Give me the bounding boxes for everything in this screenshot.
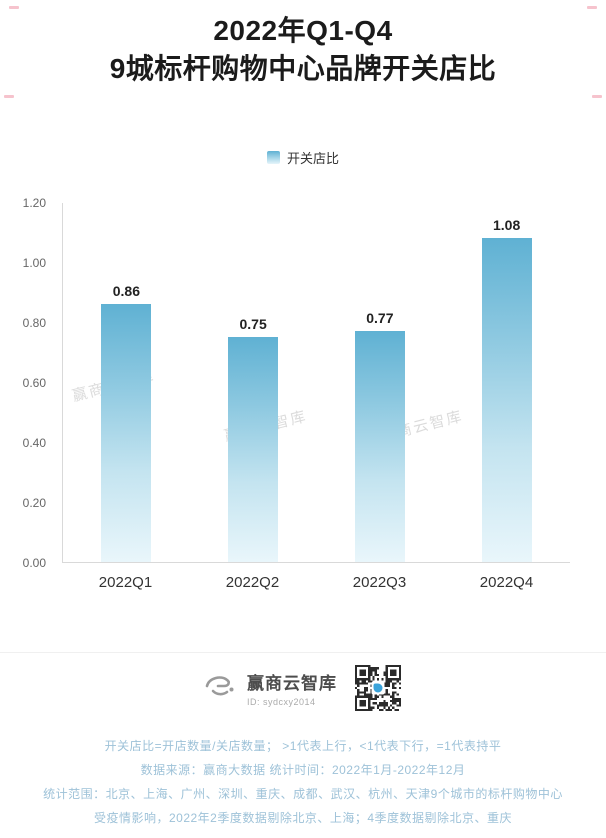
bars-row: 0.86 0.75 0.77 1.08 (63, 203, 570, 562)
brand-name: 赢商云智库 (247, 674, 337, 693)
footnotes: 开关店比=开店数量/关店数量； >1代表上行，<1代表下行，=1代表持平 数据来源… (0, 734, 606, 830)
footnote-line: 受疫情影响，2022年2季度数据剔除北京、上海；4季度数据剔除北京、重庆 (93, 811, 513, 825)
qr-code (355, 665, 401, 711)
chart-title-line1: 2022年Q1-Q4 (213, 15, 393, 46)
y-tick-label: 0.40 (22, 436, 46, 450)
crop-mark-icon (587, 6, 597, 9)
footnote-line: 统计范围：北京、上海、广州、深圳、重庆、成都、武汉、杭州、天津9个城市的标杆购物… (43, 787, 563, 801)
bar-2022Q4[interactable] (481, 238, 532, 562)
crop-mark-icon (4, 95, 14, 98)
crop-mark-icon (9, 6, 19, 9)
bar-group: 0.75 (190, 316, 317, 562)
x-axis-label: 2022Q3 (352, 574, 407, 591)
y-tick-label: 0.20 (22, 496, 46, 510)
bar-value-label: 0.86 (112, 283, 140, 299)
footer-divider (0, 652, 606, 653)
x-axis-label: 2022Q2 (225, 574, 280, 591)
bar-group: 1.08 (443, 217, 570, 562)
yingshang-logo-icon (205, 673, 235, 704)
bar-2022Q3[interactable] (354, 331, 405, 562)
bar-group: 0.86 (63, 283, 190, 562)
footnote-line: 开关店比=开店数量/关店数量； >1代表上行，<1代表下行，=1代表持平 (104, 739, 502, 753)
x-axis-labels: 2022Q1 2022Q2 2022Q3 2022Q4 (62, 574, 570, 591)
bar-value-label: 0.75 (239, 316, 267, 332)
bar-2022Q1[interactable] (101, 304, 152, 562)
legend-label: 开关店比 (286, 151, 339, 166)
y-tick-label: 0.80 (22, 316, 46, 330)
footnote-line: 数据来源：赢商大数据 统计时间：2022年1月-2022年12月 (140, 763, 466, 777)
brand-id: ID: sydcxy2014 (247, 697, 316, 707)
y-axis-labels: 0.00 0.20 0.40 0.60 0.80 1.00 1.20 (0, 196, 52, 570)
legend[interactable]: 开关店比 (0, 148, 606, 167)
crop-mark-icon (592, 95, 602, 98)
bar-value-label: 1.08 (493, 217, 521, 233)
y-tick-label: 0.00 (22, 556, 46, 570)
x-axis-label: 2022Q1 (98, 574, 153, 591)
chart-title: 2022年Q1-Q4 9城标杆购物中心品牌开关店比 (0, 12, 606, 88)
y-tick-label: 1.00 (22, 256, 46, 270)
legend-swatch-icon (266, 151, 280, 164)
y-tick-label: 1.20 (22, 196, 46, 210)
footer-brand: 赢商云智库 ID: sydcxy2014 (0, 662, 606, 714)
bar-2022Q2[interactable] (228, 337, 279, 562)
y-tick-label: 0.60 (22, 376, 46, 390)
chart-plot-area: 赢商云智库 赢商云智库 赢商云智库 0.860.750.771.08 (62, 203, 570, 563)
bar-group: 0.77 (317, 310, 444, 562)
qr-center-logo-icon (371, 681, 385, 695)
bar-value-label: 0.77 (366, 310, 394, 326)
x-axis-label: 2022Q4 (479, 574, 534, 591)
chart-title-line2: 9城标杆购物中心品牌开关店比 (109, 53, 497, 84)
